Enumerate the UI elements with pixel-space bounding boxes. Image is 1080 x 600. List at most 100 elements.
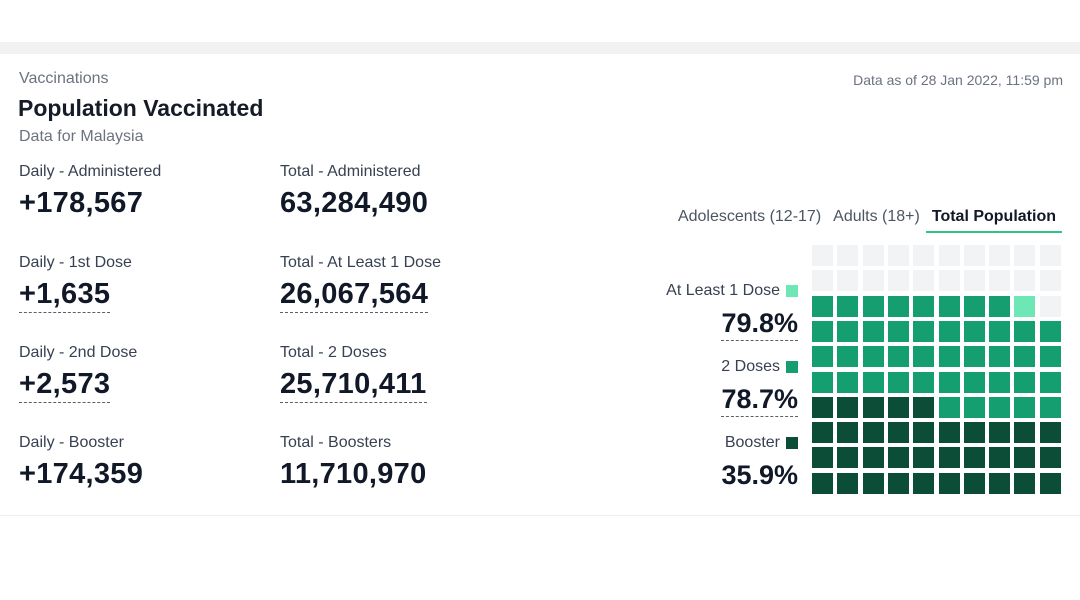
waffle-cell-empty	[862, 245, 884, 266]
waffle-cell-empty	[1039, 245, 1061, 266]
stat-value: 63,284,490	[280, 187, 429, 219]
stat-value: 11,710,970	[280, 458, 427, 490]
waffle-cell-booster	[887, 447, 909, 469]
waffle-cell-booster	[812, 447, 833, 469]
stat-total-at-least-1-dose: Total - At Least 1 Dose 26,067,564	[280, 254, 441, 313]
page-title: Population Vaccinated	[18, 95, 264, 121]
waffle-cell-2-doses	[837, 346, 859, 368]
waffle-cell-booster	[963, 422, 985, 444]
legend-label-row: At Least 1 Dose	[666, 282, 798, 300]
waffle-cell-empty	[913, 245, 935, 266]
waffle-cell-2-doses	[837, 320, 859, 342]
waffle-cell-2-doses	[989, 346, 1011, 368]
stat-value-tooltip-trigger[interactable]: +1,635	[19, 278, 111, 313]
waffle-cell-2-doses	[887, 320, 909, 342]
waffle-cell-empty	[963, 245, 985, 266]
waffle-cell-2-doses	[1014, 371, 1036, 393]
waffle-cell-empty	[1039, 270, 1061, 292]
waffle-cell-booster	[812, 396, 833, 418]
waffle-cell-2-doses	[887, 371, 909, 393]
waffle-cell-empty	[1014, 245, 1036, 266]
waffle-cell-2-doses	[938, 295, 960, 317]
stat-value: +174,359	[19, 458, 144, 490]
stat-daily-booster: Daily - Booster +174,359	[19, 434, 143, 491]
waffle-cell-booster	[837, 447, 859, 469]
waffle-cell-1-dose	[1014, 295, 1036, 317]
waffle-cell-2-doses	[963, 320, 985, 342]
waffle-cell-empty	[862, 270, 884, 292]
waffle-cell-2-doses	[1014, 320, 1036, 342]
waffle-cell-empty	[989, 270, 1011, 292]
waffle-cell-2-doses	[862, 295, 884, 317]
waffle-chart	[812, 245, 1064, 496]
stat-label: Daily - 1st Dose	[19, 254, 132, 271]
waffle-cell-empty	[812, 270, 833, 292]
waffle-cell-booster	[913, 396, 935, 418]
legend-percentage: 35.9%	[721, 460, 798, 490]
waffle-cell-empty	[837, 245, 859, 266]
waffle-cell-2-doses	[1039, 396, 1061, 418]
waffle-cell-booster	[862, 396, 884, 418]
waffle-cell-booster	[812, 472, 833, 494]
waffle-cell-booster	[1014, 447, 1036, 469]
tab-adolescents[interactable]: Adolescents (12-17)	[677, 208, 822, 225]
waffle-cell-booster	[913, 447, 935, 469]
waffle-cell-booster	[862, 447, 884, 469]
top-divider-bar	[0, 42, 1080, 54]
legend-swatch	[786, 437, 798, 449]
waffle-cell-booster	[989, 447, 1011, 469]
waffle-cell-2-doses	[812, 295, 833, 317]
waffle-cell-2-doses	[1039, 346, 1061, 368]
waffle-cell-booster	[1039, 447, 1061, 469]
waffle-cell-2-doses	[913, 320, 935, 342]
legend-percentage-tooltip-trigger[interactable]: 79.8%	[721, 308, 798, 341]
legend-swatch	[786, 285, 798, 297]
waffle-cell-2-doses	[887, 346, 909, 368]
waffle-cell-2-doses	[963, 396, 985, 418]
population-tabs: Adolescents (12-17) Adults (18+) Total P…	[672, 208, 1062, 233]
waffle-cell-booster	[862, 422, 884, 444]
waffle-cell-booster	[837, 472, 859, 494]
waffle-cell-booster	[1039, 422, 1061, 444]
waffle-cell-2-doses	[837, 295, 859, 317]
tab-adults[interactable]: Adults (18+)	[833, 208, 920, 225]
stat-value-tooltip-trigger[interactable]: 25,710,411	[280, 368, 427, 403]
waffle-cell-2-doses	[862, 346, 884, 368]
waffle-cell-booster	[812, 422, 833, 444]
stat-total-2-doses: Total - 2 Doses 25,710,411	[280, 344, 427, 403]
stat-value-tooltip-trigger[interactable]: 26,067,564	[280, 278, 429, 313]
waffle-cell-2-doses	[938, 320, 960, 342]
waffle-cell-booster	[989, 422, 1011, 444]
legend-booster: Booster 35.9%	[721, 434, 798, 491]
legend-label-row: 2 Doses	[721, 358, 798, 376]
waffle-cell-2-doses	[938, 371, 960, 393]
waffle-cell-2-doses	[989, 371, 1011, 393]
waffle-cell-2-doses	[887, 295, 909, 317]
stat-value: +178,567	[19, 187, 144, 219]
legend-percentage-tooltip-trigger[interactable]: 78.7%	[721, 384, 798, 417]
legend-label: 2 Doses	[721, 358, 780, 375]
waffle-cell-booster	[963, 447, 985, 469]
waffle-cell-booster	[989, 472, 1011, 494]
waffle-cell-2-doses	[938, 396, 960, 418]
tab-total-population[interactable]: Total Population	[925, 208, 1062, 233]
waffle-cell-booster	[887, 422, 909, 444]
waffle-cell-2-doses	[812, 346, 833, 368]
stat-label: Total - 2 Doses	[280, 344, 387, 361]
waffle-cell-booster	[1014, 422, 1036, 444]
section-label: Vaccinations	[19, 70, 109, 87]
waffle-cell-booster	[913, 472, 935, 494]
waffle-cell-empty	[938, 245, 960, 266]
waffle-cell-booster	[963, 472, 985, 494]
waffle-cell-2-doses	[963, 295, 985, 317]
waffle-cell-booster	[887, 396, 909, 418]
stat-daily-2nd-dose: Daily - 2nd Dose +2,573	[19, 344, 137, 403]
waffle-cell-empty	[1014, 270, 1036, 292]
stat-value-tooltip-trigger[interactable]: +2,573	[19, 368, 111, 403]
waffle-cell-empty	[837, 270, 859, 292]
stat-label: Total - At Least 1 Dose	[280, 254, 441, 271]
legend-label: Booster	[724, 434, 780, 451]
legend-label: At Least 1 Dose	[666, 282, 780, 299]
waffle-cell-empty	[812, 245, 833, 266]
waffle-cell-2-doses	[913, 346, 935, 368]
